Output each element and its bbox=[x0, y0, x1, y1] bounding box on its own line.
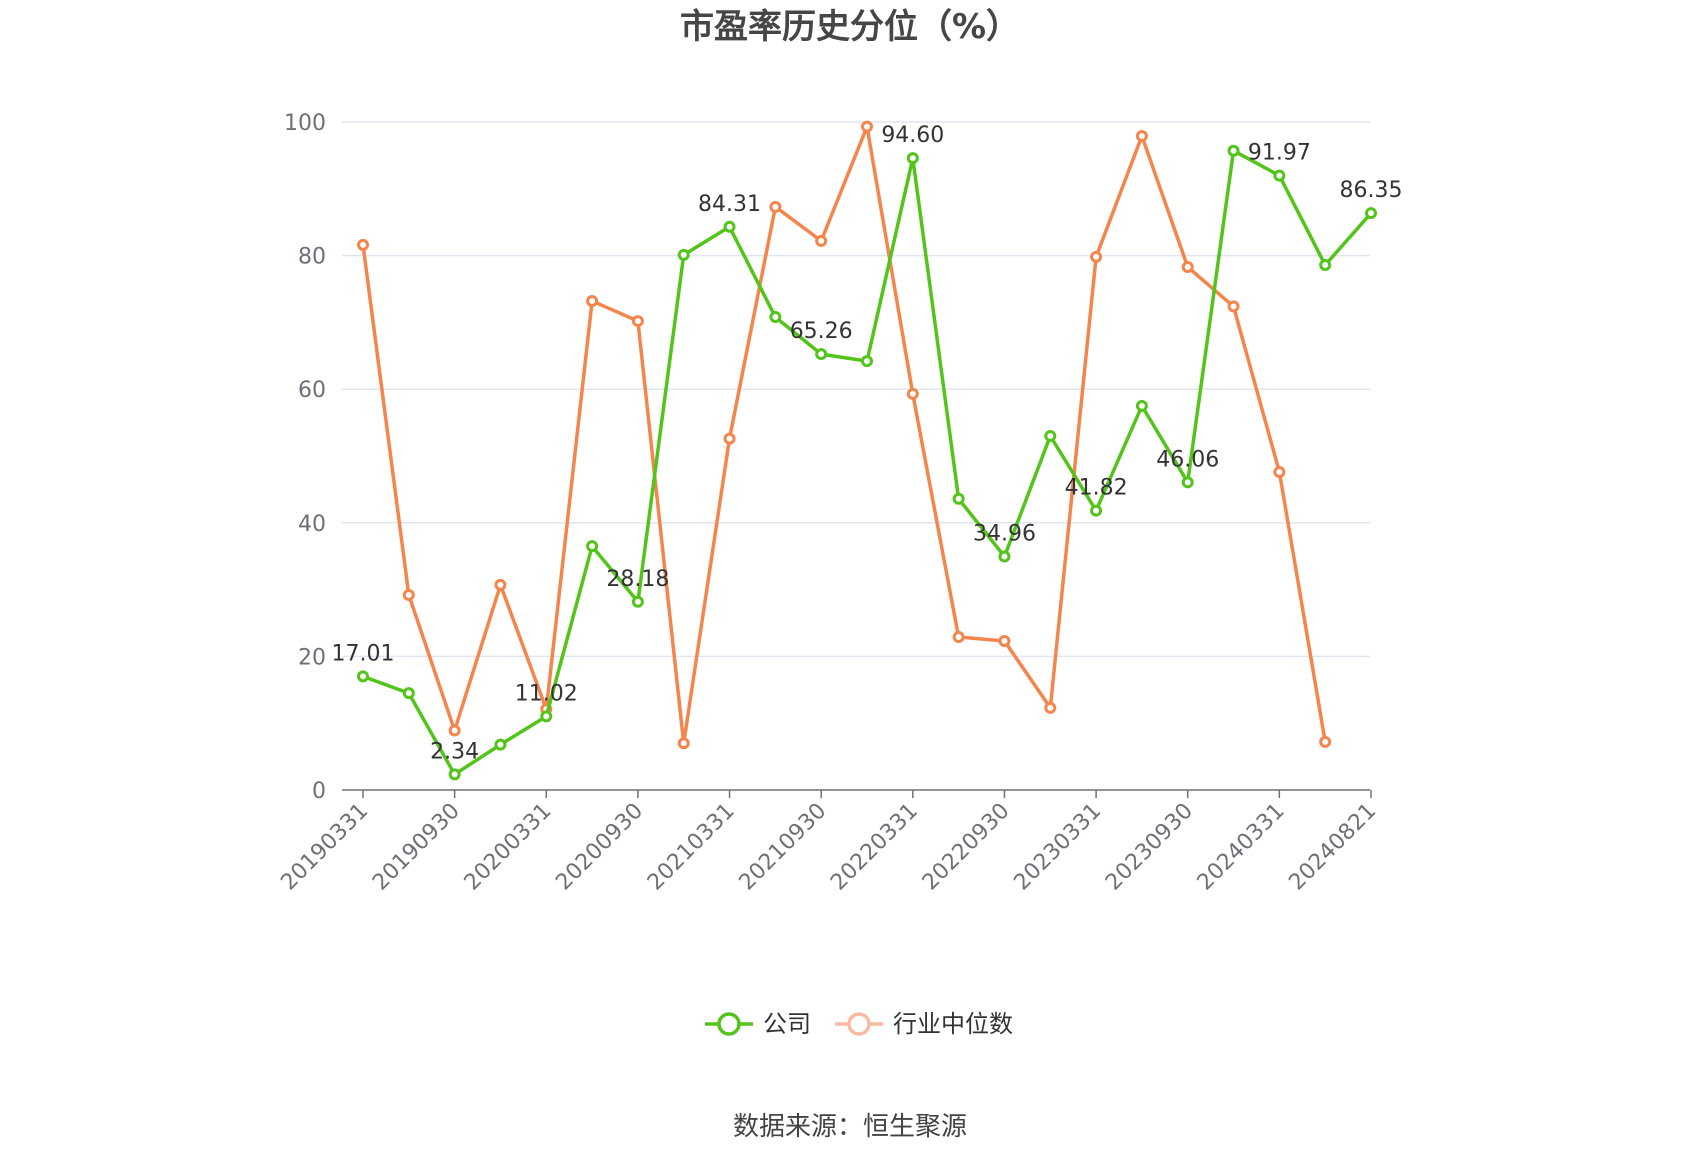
data-point[interactable] bbox=[1135, 130, 1148, 143]
data-point[interactable] bbox=[1044, 701, 1057, 714]
data-label: 84.31 bbox=[698, 192, 761, 217]
data-label: 11.02 bbox=[515, 681, 578, 706]
data-point[interactable] bbox=[1273, 466, 1286, 479]
x-tick-label: 20230930 bbox=[1101, 799, 1198, 896]
data-point[interactable] bbox=[1090, 250, 1103, 263]
y-tick-label: 60 bbox=[298, 378, 326, 403]
data-point[interactable] bbox=[677, 737, 690, 750]
data-point[interactable] bbox=[769, 311, 782, 324]
x-tick-label: 20190930 bbox=[368, 799, 465, 896]
data-point[interactable] bbox=[723, 220, 736, 233]
data-point[interactable] bbox=[494, 738, 507, 751]
legend-item-company[interactable]: 公司 bbox=[705, 1010, 811, 1038]
data-point[interactable] bbox=[631, 595, 644, 608]
data-point[interactable] bbox=[952, 492, 965, 505]
x-tick-label: 20200930 bbox=[551, 799, 648, 896]
data-point[interactable] bbox=[861, 355, 873, 368]
data-point[interactable] bbox=[861, 120, 873, 133]
x-axis: 2019033120190930202003312020093020210331… bbox=[276, 789, 1381, 896]
data-label: 41.82 bbox=[1065, 476, 1128, 501]
y-tick-label: 20 bbox=[298, 645, 326, 670]
data-point[interactable] bbox=[1044, 429, 1057, 442]
x-tick-label: 20190331 bbox=[276, 799, 373, 896]
y-axis-ticks: 0 20 40 60 80 100 bbox=[284, 111, 326, 804]
legend-marker bbox=[717, 1012, 741, 1036]
series-layer bbox=[357, 120, 1377, 781]
data-label: 65.26 bbox=[790, 319, 853, 344]
data-label: 86.35 bbox=[1340, 178, 1403, 203]
data-point[interactable] bbox=[1365, 207, 1377, 220]
data-point[interactable] bbox=[723, 432, 736, 445]
data-label: 2.34 bbox=[430, 739, 479, 764]
data-point[interactable] bbox=[448, 724, 461, 737]
data-point[interactable] bbox=[1181, 260, 1194, 273]
data-point[interactable] bbox=[1319, 258, 1332, 271]
data-point[interactable] bbox=[1273, 169, 1286, 182]
y-tick-label: 80 bbox=[298, 245, 326, 270]
data-point[interactable] bbox=[677, 248, 690, 261]
x-tick-label: 20230331 bbox=[1009, 799, 1106, 896]
data-point[interactable] bbox=[906, 387, 919, 400]
data-point[interactable] bbox=[631, 315, 644, 328]
grid-lines bbox=[342, 121, 1370, 658]
legend-label: 公司 bbox=[763, 1010, 811, 1038]
data-point[interactable] bbox=[357, 238, 369, 251]
data-point[interactable] bbox=[402, 687, 415, 700]
series-company bbox=[357, 144, 1377, 781]
data-label: 34.96 bbox=[973, 521, 1036, 546]
x-tick-label: 20220331 bbox=[826, 799, 923, 896]
data-point[interactable] bbox=[1319, 735, 1332, 748]
legend-marker bbox=[847, 1012, 871, 1036]
series-industry-median bbox=[357, 120, 1332, 750]
data-label: 28.18 bbox=[606, 567, 669, 592]
series-line bbox=[361, 124, 1327, 745]
data-label: 17.01 bbox=[332, 641, 395, 666]
legend-label: 行业中位数 bbox=[893, 1010, 1013, 1038]
data-point[interactable] bbox=[998, 550, 1011, 563]
data-point[interactable] bbox=[357, 670, 369, 683]
y-tick-label: 0 bbox=[312, 779, 326, 804]
data-point[interactable] bbox=[998, 635, 1011, 648]
data-label: 46.06 bbox=[1156, 447, 1219, 472]
data-label: 91.97 bbox=[1248, 141, 1311, 166]
data-point[interactable] bbox=[586, 295, 599, 308]
data-point[interactable] bbox=[1181, 476, 1194, 489]
data-point[interactable] bbox=[952, 631, 965, 644]
data-point[interactable] bbox=[769, 200, 782, 213]
x-tick-label: 20220930 bbox=[918, 799, 1015, 896]
y-tick-label: 40 bbox=[298, 512, 326, 537]
data-point[interactable] bbox=[1090, 504, 1103, 517]
x-tick-label: 20240331 bbox=[1193, 799, 1290, 896]
data-point[interactable] bbox=[1135, 399, 1148, 412]
data-point[interactable] bbox=[815, 348, 828, 361]
data-point[interactable] bbox=[1227, 144, 1240, 157]
x-tick-label: 20240821 bbox=[1284, 799, 1381, 896]
legend[interactable]: 公司 行业中位数 bbox=[705, 1010, 1013, 1038]
legend-item-industry-median[interactable]: 行业中位数 bbox=[835, 1010, 1013, 1038]
data-point[interactable] bbox=[586, 540, 599, 553]
data-point[interactable] bbox=[448, 768, 461, 781]
data-point[interactable] bbox=[402, 588, 415, 601]
data-label: 94.60 bbox=[881, 123, 944, 148]
x-tick-label: 20200331 bbox=[460, 799, 557, 896]
y-tick-label: 100 bbox=[284, 111, 326, 136]
data-point[interactable] bbox=[494, 578, 507, 591]
data-point[interactable] bbox=[815, 234, 828, 247]
chart-title: 市盈率历史分位（%） bbox=[680, 7, 1020, 47]
data-point[interactable] bbox=[906, 152, 919, 165]
data-labels: 17.01 2.34 11.02 28.18 84.31 65.26 94.60 34.96 4… bbox=[332, 123, 1403, 764]
x-tick-label: 20210930 bbox=[735, 799, 832, 896]
data-point[interactable] bbox=[1227, 300, 1240, 313]
x-tick-label: 20210331 bbox=[643, 799, 740, 896]
source-note: 数据来源：恒生聚源 bbox=[733, 1112, 967, 1142]
data-point[interactable] bbox=[540, 710, 553, 723]
